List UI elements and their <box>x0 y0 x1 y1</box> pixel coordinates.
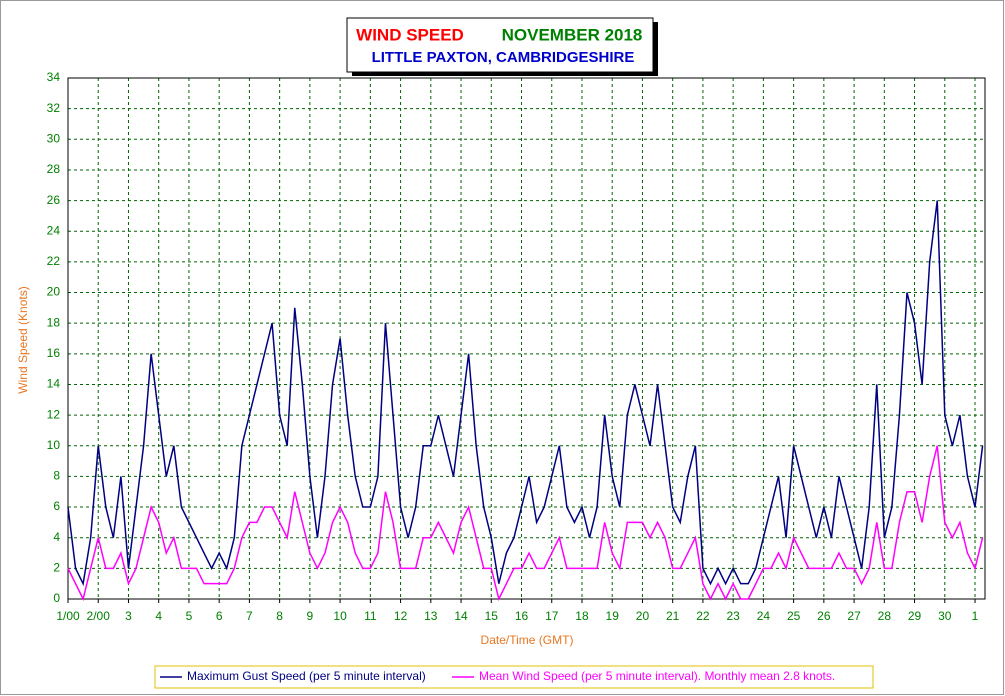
x-tick-label: 1/00 <box>56 609 80 623</box>
x-tick-label: 15 <box>485 609 499 623</box>
y-tick-label: 18 <box>47 315 61 329</box>
plot-border <box>67 77 986 600</box>
y-tick-label: 6 <box>53 499 60 513</box>
x-tick-label: 22 <box>696 609 710 623</box>
y-tick-label: 28 <box>47 162 61 176</box>
y-tick-label: 2 <box>53 561 60 575</box>
x-tick-label: 28 <box>878 609 892 623</box>
y-tick-label: 16 <box>47 346 61 360</box>
x-tick-label: 16 <box>515 609 529 623</box>
x-tick-label: 10 <box>333 609 347 623</box>
y-tick-label: 26 <box>47 193 61 207</box>
x-tick-label: 1 <box>972 609 979 623</box>
series-line <box>67 200 984 587</box>
y-tick-label: 10 <box>47 438 61 452</box>
x-tick-label: 12 <box>394 609 408 623</box>
series-line <box>67 445 984 602</box>
x-tick-label: 29 <box>908 609 922 623</box>
y-tick-label: 32 <box>47 101 61 115</box>
x-tick-label: 18 <box>575 609 589 623</box>
x-axis-label: Date/Time (GMT) <box>481 633 574 647</box>
x-tick-label: 11 <box>364 609 377 623</box>
legend-label: Mean Wind Speed (per 5 minute interval).… <box>479 669 835 683</box>
legend-box <box>154 665 874 689</box>
y-tick-label: 24 <box>47 223 61 237</box>
x-tick-label: 26 <box>817 609 831 623</box>
x-tick-label: 13 <box>424 609 438 623</box>
x-tick-label: 5 <box>186 609 193 623</box>
y-tick-label: 14 <box>47 377 61 391</box>
title-box <box>346 17 654 73</box>
x-tick-label: 30 <box>938 609 952 623</box>
y-tick-label: 0 <box>53 591 60 605</box>
y-tick-label: 22 <box>47 254 61 268</box>
legend-label: Maximum Gust Speed (per 5 minute interva… <box>187 669 426 683</box>
x-tick-label: 8 <box>276 609 283 623</box>
x-tick-label: 14 <box>454 609 468 623</box>
x-tick-label: 4 <box>155 609 162 623</box>
x-tick-label: 17 <box>545 609 559 623</box>
x-tick-label: 9 <box>307 609 314 623</box>
x-tick-label: 7 <box>246 609 253 623</box>
x-tick-label: 24 <box>757 609 771 623</box>
chart-title: WIND SPEED <box>356 25 464 44</box>
x-tick-label: 25 <box>787 609 801 623</box>
y-tick-label: 30 <box>47 131 61 145</box>
y-tick-label: 8 <box>53 469 60 483</box>
x-tick-label: 21 <box>666 609 680 623</box>
x-tick-label: 3 <box>125 609 132 623</box>
y-tick-label: 34 <box>47 70 61 84</box>
x-tick-label: 2/00 <box>87 609 111 623</box>
x-tick-label: 19 <box>606 609 620 623</box>
x-tick-label: 23 <box>726 609 740 623</box>
chart-period: NOVEMBER 2018 <box>502 25 643 44</box>
y-tick-label: 20 <box>47 285 61 299</box>
chart-subtitle: LITTLE PAXTON, CAMBRIDGESHIRE <box>372 49 635 66</box>
y-tick-label: 12 <box>47 407 61 421</box>
x-tick-label: 27 <box>847 609 861 623</box>
y-axis-label: Wind Speed (Knots) <box>16 286 30 393</box>
x-tick-label: 20 <box>636 609 650 623</box>
x-tick-label: 6 <box>216 609 223 623</box>
y-tick-label: 4 <box>53 530 60 544</box>
